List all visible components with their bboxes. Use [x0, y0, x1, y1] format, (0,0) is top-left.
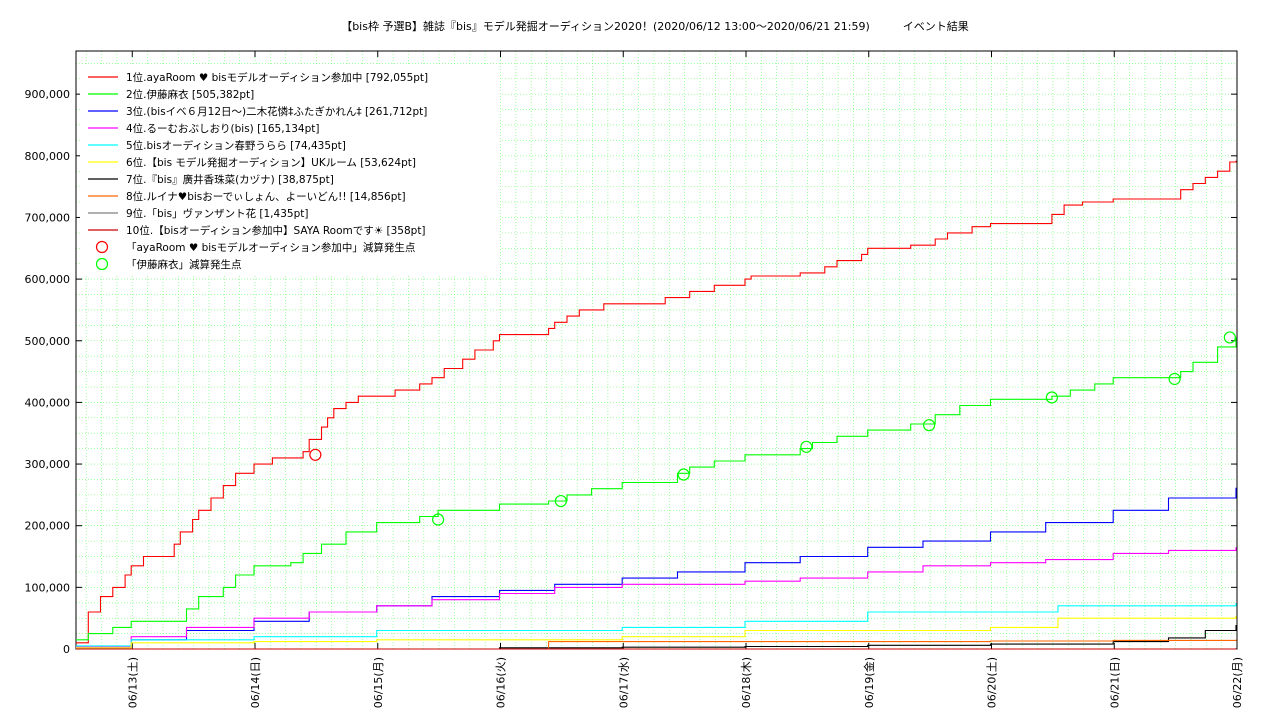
- marker-point: [432, 513, 445, 526]
- series-line-2: [76, 337, 1237, 641]
- legend-label: 7位.『bis』廣井香珠菜(カヅナ) [38,875pt]: [126, 173, 334, 186]
- marker-point: [1045, 391, 1058, 404]
- x-tick-label: 06/18(木): [740, 657, 753, 708]
- legend-label: 1位.ayaRoom ♥ bisモデルオーディション参加中 [792,055pt…: [126, 71, 428, 84]
- legend-marker: [95, 240, 109, 254]
- x-tick-label: 06/22(月): [1231, 657, 1244, 708]
- legend-label: 10位.【bisオーディション参加中】SAYA Roomです☀ [358pt]: [126, 224, 426, 237]
- x-tick-label: 06/16(火): [495, 657, 508, 708]
- series-layer: [76, 160, 1237, 650]
- legend-label: 「ayaRoom ♥ bisモデルオーディション参加中」減算発生点: [126, 241, 415, 254]
- marker-point: [554, 494, 567, 508]
- marker-layer: [309, 331, 1236, 526]
- y-tick-label: 800,000: [25, 150, 71, 163]
- series-line-1: [76, 160, 1237, 644]
- legend-marker: [95, 257, 109, 271]
- y-tick-label: 400,000: [25, 396, 71, 409]
- y-tick-label: 600,000: [25, 273, 71, 286]
- series-line-6: [76, 615, 1237, 649]
- marker-point: [923, 419, 936, 432]
- legend-label: 6位.【bis モデル発掘オーディション】UKルーム [53,624pt]: [126, 156, 416, 169]
- y-axis: 0 100,000 200,000 300,000 400,000 500,000 600,…: [25, 88, 1237, 656]
- y-tick-label: 700,000: [25, 211, 71, 224]
- legend-label: 9位.「bis」ヴァンザント花 [1,435pt]: [126, 207, 308, 220]
- y-tick-label: 200,000: [25, 520, 71, 533]
- y-tick-label: 900,000: [25, 88, 71, 101]
- x-tick-label: 06/13(土): [126, 657, 139, 708]
- series-line-3: [76, 487, 1237, 649]
- legend-label: 「伊藤麻衣」減算発生点: [126, 258, 242, 271]
- x-tick-label: 06/14(日): [249, 657, 262, 708]
- x-tick-label: 06/15(月): [372, 657, 385, 708]
- x-tick-label: 06/20(土): [986, 657, 999, 708]
- y-tick-label: 100,000: [25, 581, 71, 594]
- legend-label: 3位.(bisイベ６月12日〜)二木花憐‡ふたぎかれん‡ [261,712pt]: [126, 105, 427, 118]
- legend-label: 2位.伊藤麻衣 [505,382pt]: [126, 88, 254, 101]
- chart-title: 【bis枠 予選B】雑誌『bis』モデル発掘オーディション2020！(2020/…: [341, 19, 969, 33]
- x-tick-label: 06/21(日): [1108, 657, 1121, 708]
- legend-box: [80, 64, 500, 276]
- marker-point: [677, 468, 690, 481]
- y-tick-label: 300,000: [25, 458, 71, 471]
- series-line-5: [76, 603, 1237, 647]
- legend-label: 8位.ルイナ♥bisおーでぃしょん、よーいどん!! [14,856pt]: [126, 190, 406, 203]
- legend: 1位.ayaRoom ♥ bisモデルオーディション参加中 [792,055pt…: [80, 64, 500, 276]
- y-tick-label: 0: [63, 643, 70, 656]
- marker-point: [800, 440, 813, 453]
- x-tick-label: 06/17(水): [617, 657, 630, 708]
- x-tick-label: 06/19(金): [862, 657, 876, 708]
- grid: [76, 51, 1237, 649]
- series-line-7: [76, 625, 1237, 650]
- marker-point: [309, 448, 322, 461]
- legend-label: 4位.るーむおぶしおり(bis) [165,134pt]: [126, 122, 320, 135]
- series-line-4: [76, 547, 1237, 648]
- marker-point: [1168, 372, 1181, 386]
- marker-point: [1223, 331, 1236, 344]
- x-axis: 06/13(土) 06/14(日) 06/15(月) 06/16(火) 06/17(水)…: [126, 51, 1244, 708]
- legend-label: 5位.bisオーディション春野うらら [74,435pt]: [126, 139, 346, 152]
- y-tick-label: 500,000: [25, 335, 71, 348]
